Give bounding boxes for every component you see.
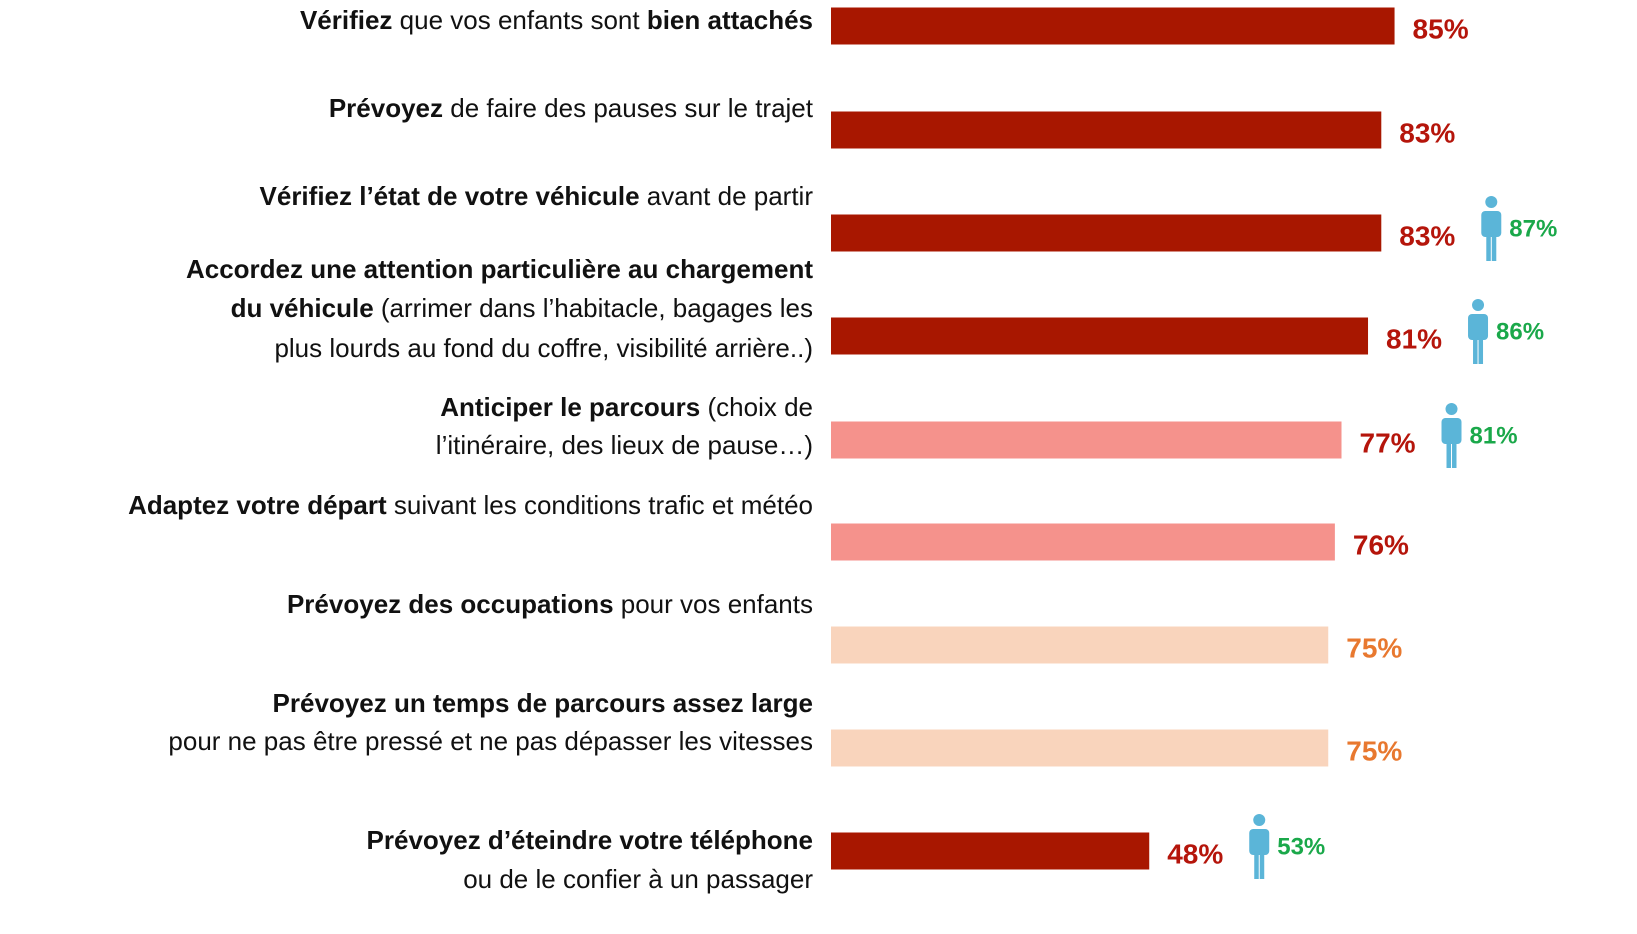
icon-body: [1441, 418, 1462, 444]
person-icon: [1441, 403, 1462, 468]
icon-leg: [1486, 233, 1491, 261]
label-run: ou de le confier à un passager: [463, 864, 813, 894]
label-run: bien attachés: [647, 5, 813, 35]
category-label: Accordez une attention particulière au c…: [186, 254, 813, 284]
value-label: 48%: [1167, 838, 1223, 869]
label-run: Prévoyez un temps de parcours assez larg…: [273, 688, 813, 718]
category-label: plus lourds au fond du coffre, visibilit…: [274, 333, 813, 363]
icon-leg: [1478, 336, 1484, 364]
bar: [831, 111, 1382, 149]
label-run: (arrimer dans l’habitacle, bagages les: [374, 293, 813, 323]
label-run: Vérifiez: [300, 5, 393, 35]
label-run: pour ne pas être pressé et ne pas dépass…: [168, 726, 813, 756]
bar: [831, 421, 1342, 459]
label-run: (choix de: [700, 392, 813, 422]
icon-leg: [1446, 440, 1452, 468]
value-label: 77%: [1360, 427, 1416, 458]
category-label: pour ne pas être pressé et ne pas dépass…: [168, 726, 813, 756]
label-run: que vos enfants sont: [392, 5, 646, 35]
icon-head: [1253, 814, 1266, 826]
category-label: l’itinéraire, des lieux de pause…): [436, 430, 813, 460]
secondary-value-label: 53%: [1277, 833, 1325, 860]
category-label: Prévoyez de faire des pauses sur le traj…: [329, 93, 814, 123]
label-run: l’itinéraire, des lieux de pause…): [436, 430, 813, 460]
label-run: Prévoyez d’éteindre votre téléphone: [367, 825, 813, 855]
label-run: Adaptez votre départ: [128, 490, 387, 520]
secondary-value-label: 81%: [1470, 422, 1518, 449]
icon-leg: [1491, 233, 1497, 261]
value-label: 75%: [1346, 735, 1402, 766]
bar: [831, 523, 1335, 561]
category-label: Prévoyez un temps de parcours assez larg…: [273, 688, 813, 718]
person-icon: [1249, 814, 1270, 879]
bar: [831, 214, 1382, 252]
label-run: Anticiper le parcours: [440, 392, 700, 422]
person-icon: [1468, 299, 1489, 364]
label-run: Vérifiez l’état de votre véhicule: [260, 181, 640, 211]
icon-body: [1249, 829, 1270, 855]
label-run: du véhicule: [231, 293, 374, 323]
icon-head: [1472, 299, 1485, 311]
value-label: 83%: [1399, 117, 1455, 148]
category-label: Prévoyez d’éteindre votre téléphone: [367, 825, 813, 855]
label-run: Accordez une attention particulière au c…: [186, 254, 813, 284]
value-label: 76%: [1353, 529, 1409, 560]
secondary-value-label: 86%: [1496, 318, 1544, 345]
icon-body: [1468, 314, 1489, 340]
value-label: 75%: [1346, 632, 1402, 663]
label-run: pour vos enfants: [614, 589, 813, 619]
category-label: Adaptez votre départ suivant les conditi…: [128, 490, 813, 520]
category-label: Prévoyez des occupations pour vos enfant…: [287, 589, 813, 619]
value-label: 83%: [1399, 220, 1455, 251]
icon-leg: [1259, 851, 1265, 879]
icon-body: [1481, 211, 1502, 237]
icon-head: [1445, 403, 1458, 415]
category-label: du véhicule (arrimer dans l’habitacle, b…: [231, 293, 813, 323]
bar: [831, 7, 1395, 45]
bar: [831, 317, 1369, 355]
label-run: avant de partir: [640, 181, 814, 211]
label-run: suivant les conditions trafic et météo: [387, 490, 813, 520]
value-label: 85%: [1413, 13, 1469, 44]
secondary-value-label: 87%: [1509, 215, 1557, 242]
person-icon: [1481, 196, 1502, 261]
category-label: Vérifiez que vos enfants sont bien attac…: [300, 5, 813, 35]
label-run: Prévoyez: [329, 93, 443, 123]
category-label: Anticiper le parcours (choix de: [440, 392, 813, 422]
value-label: 81%: [1386, 323, 1442, 354]
icon-leg: [1473, 336, 1478, 364]
category-label: ou de le confier à un passager: [463, 864, 813, 894]
category-label: Vérifiez l’état de votre véhicule avant …: [260, 181, 814, 211]
label-run: Prévoyez des occupations: [287, 589, 614, 619]
label-run: de faire des pauses sur le trajet: [443, 93, 814, 123]
bar: [831, 626, 1329, 664]
label-run: plus lourds au fond du coffre, visibilit…: [274, 333, 813, 363]
icon-leg: [1452, 440, 1457, 468]
icon-head: [1485, 196, 1498, 208]
bar: [831, 729, 1329, 767]
bar: [831, 832, 1150, 870]
icon-leg: [1254, 851, 1259, 879]
